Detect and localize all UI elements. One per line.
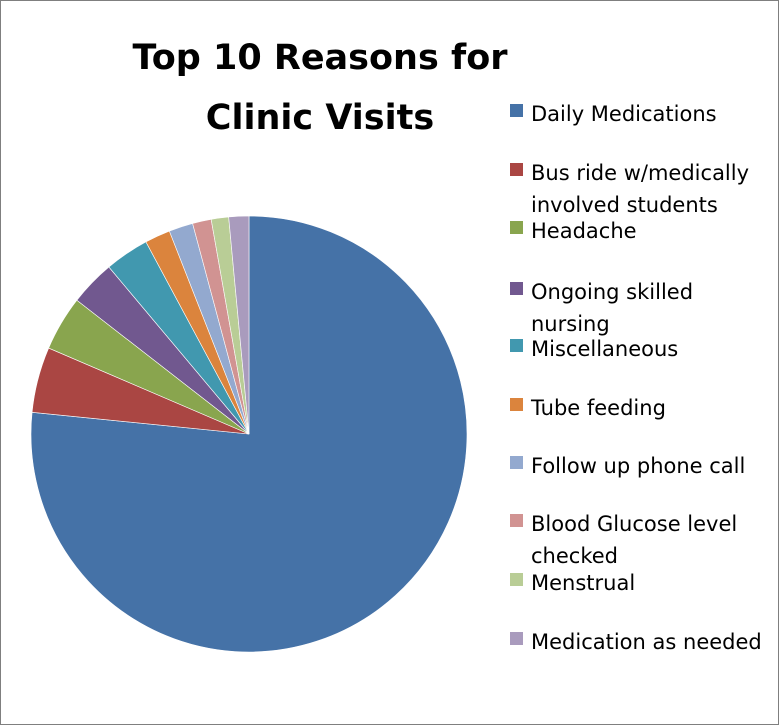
legend-swatch — [510, 221, 523, 234]
legend-label: Daily Medications — [531, 102, 717, 126]
legend-swatch — [510, 514, 523, 527]
legend-label: Tube feeding — [531, 396, 666, 420]
legend-label: Follow up phone call — [531, 454, 746, 478]
pie-slice-10 — [228, 215, 250, 435]
legend-label: Menstrual — [531, 571, 636, 595]
legend-swatch — [510, 282, 523, 295]
legend-swatch — [510, 456, 523, 469]
legend-label: Medication as needed — [531, 630, 762, 654]
legend-swatch — [510, 163, 523, 176]
legend-label: Ongoing skilled nursing — [531, 280, 694, 336]
legend-label: Miscellaneous — [531, 337, 679, 361]
legend-label: Headache — [531, 219, 637, 243]
legend-swatch — [510, 573, 523, 586]
legend-swatch — [510, 339, 523, 352]
legend-swatch — [510, 104, 523, 117]
legend-swatch — [510, 632, 523, 645]
legend-label: Blood Glucose level checked — [531, 512, 738, 568]
chart-title: Top 10 Reasons for Clinic Visits — [132, 38, 508, 138]
legend-label: Bus ride w/medically involved students — [531, 161, 750, 217]
chart-legend: Daily Medications Bus ride w/medically in… — [510, 0, 775, 720]
legend-swatch — [510, 398, 523, 411]
